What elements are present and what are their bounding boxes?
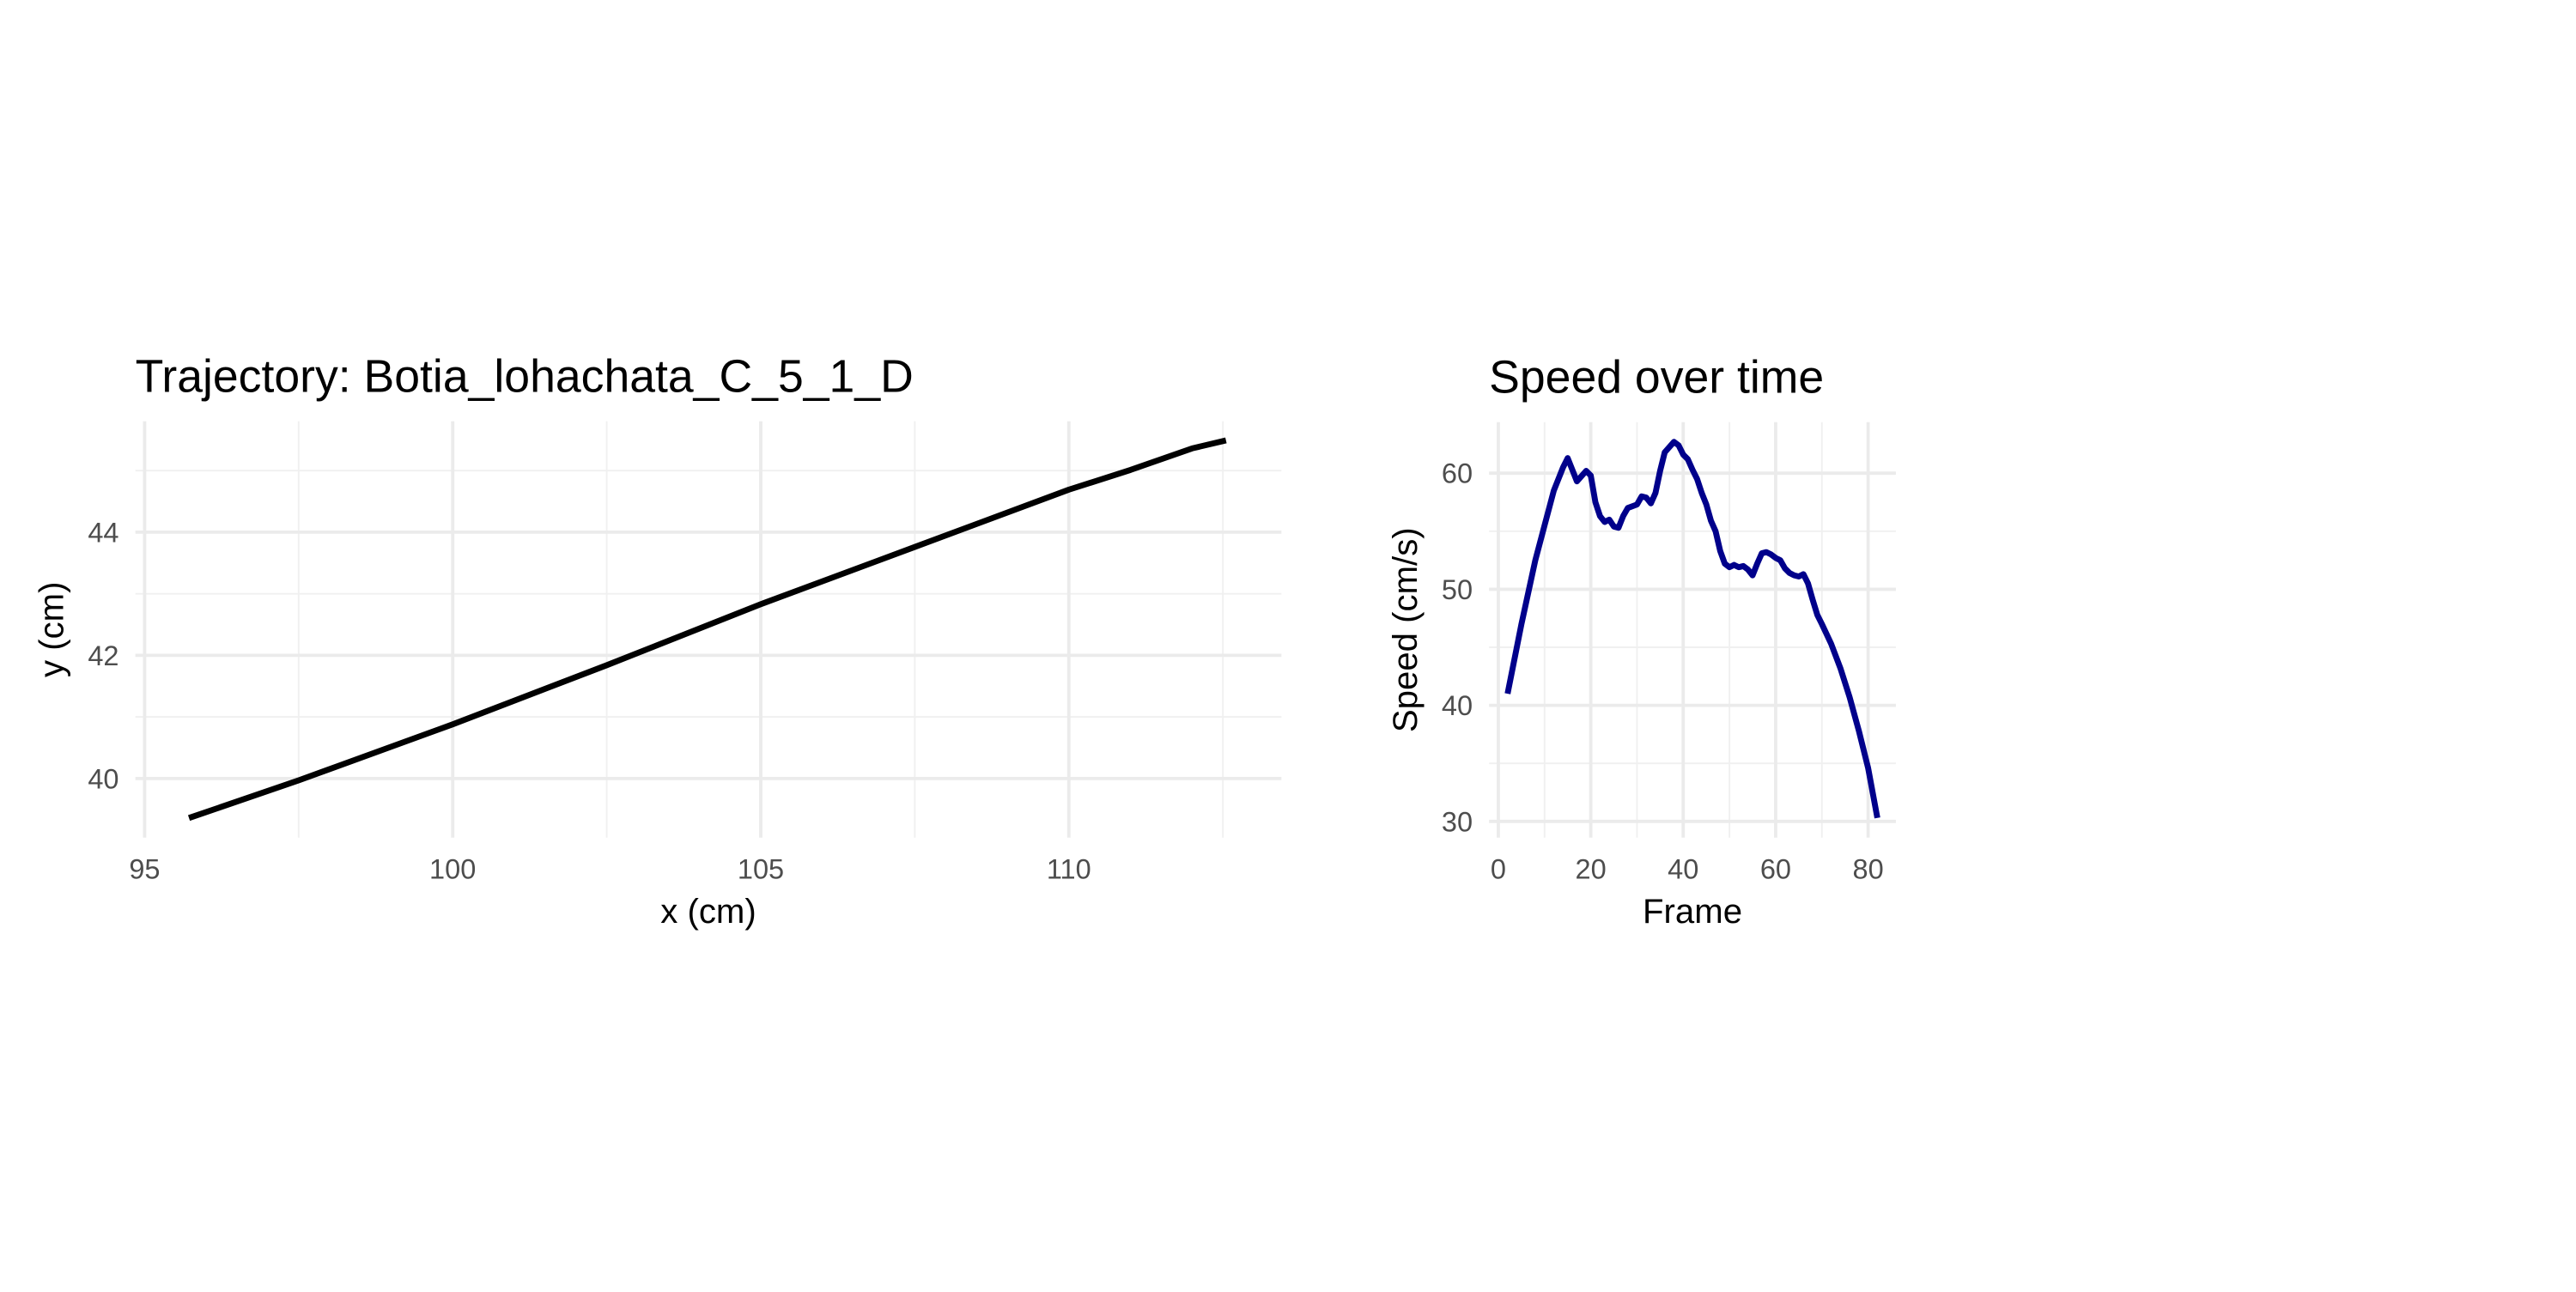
data-line	[1504, 439, 1880, 819]
x-tick-label: 60	[1760, 854, 1791, 885]
data-line	[187, 437, 1227, 822]
y-tick-label: 30	[1442, 806, 1473, 837]
x-axis-label: x (cm)	[660, 892, 756, 931]
y-tick-label: 40	[88, 763, 118, 794]
y-tick-label: 42	[88, 640, 118, 671]
x-tick-label: 40	[1668, 854, 1698, 885]
y-tick-label: 44	[88, 517, 118, 548]
y-axis-label: Speed (cm/s)	[1386, 527, 1425, 732]
x-axis-label: Frame	[1643, 892, 1742, 931]
y-axis-label: y (cm)	[32, 582, 70, 678]
x-tick-label: 100	[429, 854, 476, 885]
chart-title: Trajectory: Botia_lohachata_C_5_1_D	[136, 351, 914, 402]
x-tick-label: 0	[1491, 854, 1506, 885]
y-tick-label: 50	[1442, 574, 1473, 605]
x-tick-label: 105	[738, 854, 784, 885]
x-tick-label: 110	[1047, 854, 1091, 885]
y-tick-label: 60	[1442, 458, 1473, 489]
x-tick-label: 80	[1853, 854, 1884, 885]
x-tick-label: 95	[129, 854, 160, 885]
y-tick-label: 40	[1442, 690, 1473, 721]
x-tick-label: 20	[1576, 854, 1607, 885]
chart-title: Speed over time	[1489, 352, 1824, 403]
